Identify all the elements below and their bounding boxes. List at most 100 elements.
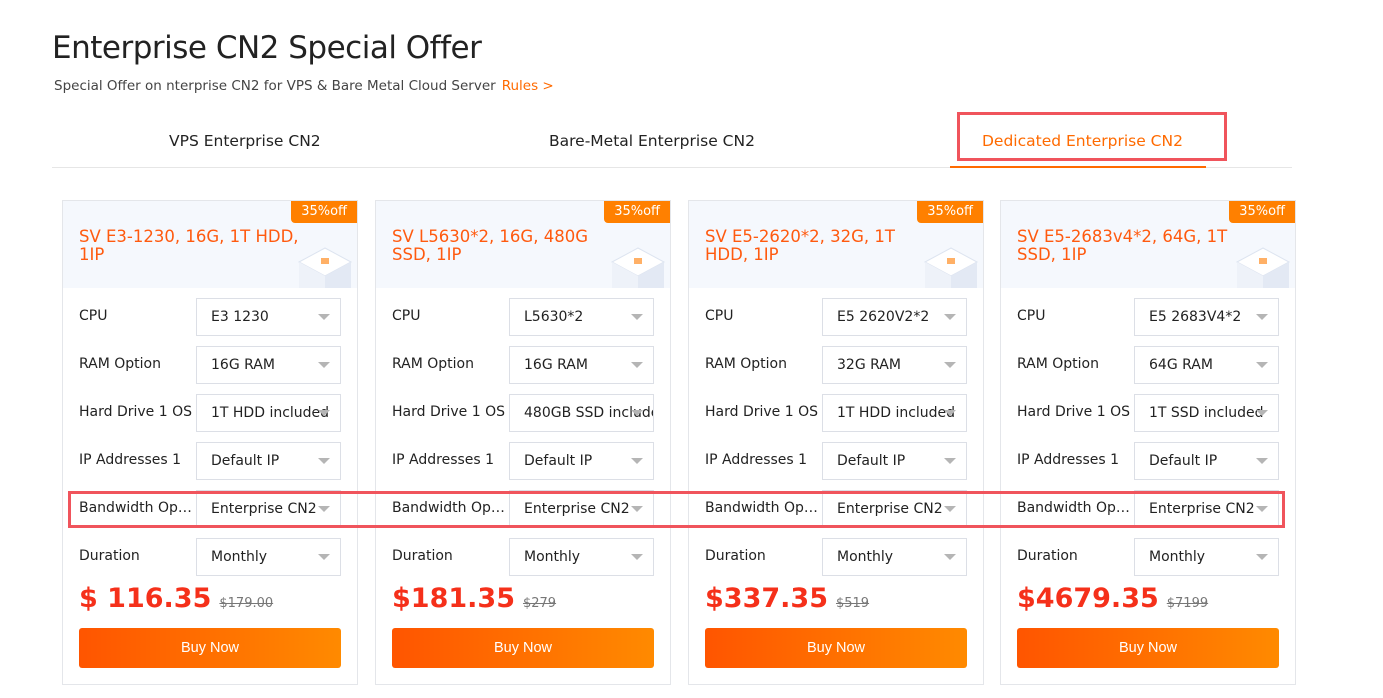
price: $337.35 $519 [705, 583, 869, 614]
hard-drive-select[interactable]: 1T HDD included [196, 394, 341, 432]
card-title: SV E3-1230, 16G, 1T HDD, 1IP [79, 227, 299, 264]
selected-value: E5 2683V4*2 [1149, 309, 1242, 325]
chevron-down-icon [944, 410, 956, 416]
option-label: Hard Drive 1 OS [705, 404, 818, 420]
tab-vps[interactable]: VPS Enterprise CN2 [169, 132, 321, 150]
cpu-select[interactable]: L5630*2 [509, 298, 654, 336]
bandwidth-select[interactable]: Enterprise CN2 [822, 490, 967, 528]
option-row-duration: Duration Monthly [705, 538, 967, 576]
selected-value: 480GB SSD included [524, 405, 654, 421]
ip-addresses-select[interactable]: Default IP [196, 442, 341, 480]
option-label: Bandwidth Opti... [705, 500, 823, 516]
bandwidth-select[interactable]: Enterprise CN2 [1134, 490, 1279, 528]
chevron-down-icon [944, 362, 956, 368]
chevron-down-icon [1256, 410, 1268, 416]
option-label: Hard Drive 1 OS [1017, 404, 1130, 420]
option-label: IP Addresses 1 [705, 452, 808, 468]
option-label: Hard Drive 1 OS [392, 404, 505, 420]
price: $181.35 $279 [392, 583, 556, 614]
chevron-down-icon [318, 554, 330, 560]
ram-select[interactable]: 32G RAM [822, 346, 967, 384]
selected-value: Default IP [1149, 453, 1218, 469]
option-row-duration: Duration Monthly [392, 538, 654, 576]
chevron-down-icon [1256, 362, 1268, 368]
ip-addresses-select[interactable]: Default IP [822, 442, 967, 480]
card-header: 35%off SV E5-2620*2, 32G, 1T HDD, 1IP [689, 201, 983, 288]
selected-value: Enterprise CN2 [837, 501, 943, 517]
option-row-bandwidth: Bandwidth Opti... Enterprise CN2 [1017, 490, 1279, 528]
selected-value: L5630*2 [524, 309, 584, 325]
tab-dedicated[interactable]: Dedicated Enterprise CN2 [982, 132, 1183, 150]
cpu-select[interactable]: E5 2620V2*2 [822, 298, 967, 336]
ram-select[interactable]: 16G RAM [196, 346, 341, 384]
product-card: 35%off SV E3-1230, 16G, 1T HDD, 1IP CPU … [62, 200, 358, 685]
selected-value: 1T HDD included [211, 405, 330, 421]
selected-value: Enterprise CN2 [1149, 501, 1255, 517]
page-subtitle: Special Offer on nterprise CN2 for VPS &… [54, 78, 554, 94]
duration-select[interactable]: Monthly [1134, 538, 1279, 576]
option-row-hard-drive: Hard Drive 1 OS 1T HDD included [79, 394, 341, 432]
buy-now-button[interactable]: Buy Now [79, 628, 341, 668]
ram-select[interactable]: 16G RAM [509, 346, 654, 384]
hard-drive-select[interactable]: 1T HDD included [822, 394, 967, 432]
duration-select[interactable]: Monthly [196, 538, 341, 576]
hard-drive-select[interactable]: 480GB SSD included [509, 394, 654, 432]
discount-badge: 35%off [604, 201, 670, 223]
card-header: 35%off SV E5-2683v4*2, 64G, 1T SSD, 1IP [1001, 201, 1295, 288]
option-label: IP Addresses 1 [392, 452, 495, 468]
bandwidth-select[interactable]: Enterprise CN2 [196, 490, 341, 528]
rules-link[interactable]: Rules > [501, 78, 554, 94]
buy-now-button[interactable]: Buy Now [392, 628, 654, 668]
option-label: Duration [705, 548, 766, 564]
card-title: SV E5-2683v4*2, 64G, 1T SSD, 1IP [1017, 227, 1228, 264]
option-row-ip-addresses: IP Addresses 1 Default IP [1017, 442, 1279, 480]
ram-select[interactable]: 64G RAM [1134, 346, 1279, 384]
card-header: 35%off SV L5630*2, 16G, 480G SSD, 1IP [376, 201, 670, 288]
selected-value: 16G RAM [211, 357, 275, 373]
selected-value: 64G RAM [1149, 357, 1213, 373]
page-title: Enterprise CN2 Special Offer [52, 30, 482, 66]
cpu-select[interactable]: E3 1230 [196, 298, 341, 336]
chevron-down-icon [318, 410, 330, 416]
current-price: $ 116.35 [79, 583, 212, 614]
chevron-down-icon [318, 506, 330, 512]
selected-value: E3 1230 [211, 309, 269, 325]
chevron-down-icon [1256, 506, 1268, 512]
chevron-down-icon [944, 458, 956, 464]
option-label: RAM Option [1017, 356, 1099, 372]
chevron-down-icon [318, 362, 330, 368]
original-price: $519 [835, 596, 870, 611]
option-row-cpu: CPU E5 2683V4*2 [1017, 298, 1279, 336]
bandwidth-select[interactable]: Enterprise CN2 [509, 490, 654, 528]
selected-value: Monthly [211, 549, 268, 565]
chevron-down-icon [944, 554, 956, 560]
ip-addresses-select[interactable]: Default IP [1134, 442, 1279, 480]
original-price: $7199 [1166, 596, 1209, 611]
cpu-select[interactable]: E5 2683V4*2 [1134, 298, 1279, 336]
price: $4679.35 $7199 [1017, 583, 1208, 614]
tab-bare-metal[interactable]: Bare-Metal Enterprise CN2 [549, 132, 755, 150]
buy-now-button[interactable]: Buy Now [705, 628, 967, 668]
option-label: RAM Option [392, 356, 474, 372]
option-label: Hard Drive 1 OS [79, 404, 192, 420]
selected-value: 32G RAM [837, 357, 901, 373]
original-price: $179.00 [219, 596, 274, 611]
discount-badge: 35%off [1229, 201, 1295, 223]
ip-addresses-select[interactable]: Default IP [509, 442, 654, 480]
selected-value: E5 2620V2*2 [837, 309, 930, 325]
card-title: SV E5-2620*2, 32G, 1T HDD, 1IP [705, 227, 895, 264]
selected-value: Default IP [837, 453, 906, 469]
buy-now-button[interactable]: Buy Now [1017, 628, 1279, 668]
duration-select[interactable]: Monthly [509, 538, 654, 576]
option-row-hard-drive: Hard Drive 1 OS 480GB SSD included [392, 394, 654, 432]
hard-drive-select[interactable]: 1T SSD included [1134, 394, 1279, 432]
selected-value: 1T SSD included [1149, 405, 1264, 421]
option-label: RAM Option [79, 356, 161, 372]
selected-value: Monthly [1149, 549, 1206, 565]
product-card: 35%off SV E5-2620*2, 32G, 1T HDD, 1IP CP… [688, 200, 984, 685]
option-row-ip-addresses: IP Addresses 1 Default IP [392, 442, 654, 480]
subtitle-text: Special Offer on nterprise CN2 for VPS &… [54, 78, 496, 94]
option-label: Bandwidth Opti... [79, 500, 197, 516]
option-row-cpu: CPU E3 1230 [79, 298, 341, 336]
duration-select[interactable]: Monthly [822, 538, 967, 576]
